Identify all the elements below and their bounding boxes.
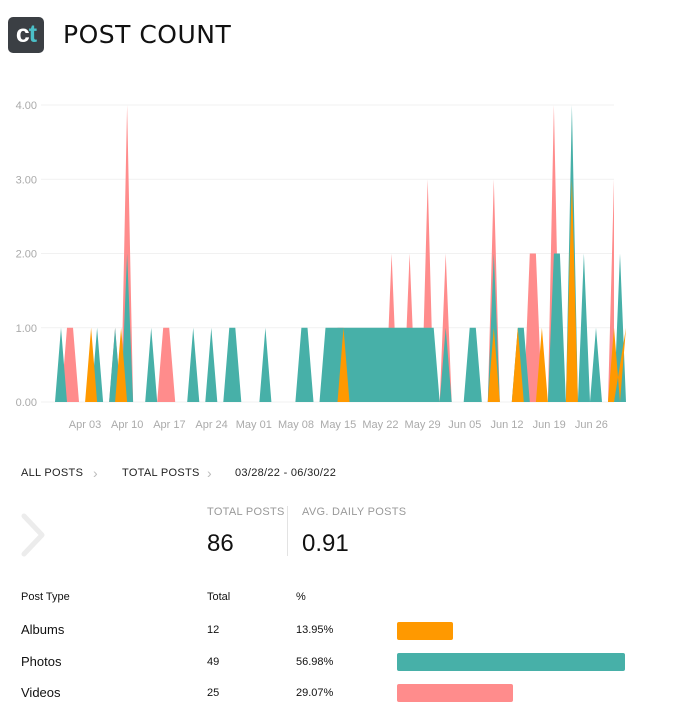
x-tick-label: Jun 05	[448, 419, 481, 431]
kpi-avg-daily-label: AVG. DAILY POSTS	[302, 506, 407, 518]
column-header-percent: %	[296, 591, 306, 603]
y-tick-label: 3.00	[16, 174, 37, 186]
column-header-total: Total	[207, 591, 231, 603]
kpi-avg-daily-value: 0.91	[302, 530, 349, 557]
logo-letter-c: c	[15, 20, 30, 48]
app-logo: ct	[8, 17, 44, 53]
y-tick-label: 0.00	[16, 397, 37, 409]
column-header-post-type: Post Type	[21, 591, 70, 603]
row-total-videos: 25	[207, 687, 220, 699]
y-tick-label: 1.00	[16, 323, 37, 335]
logo-letter-t: t	[28, 20, 37, 48]
kpi-divider	[287, 506, 288, 556]
breadcrumb-total-posts[interactable]: TOTAL POSTS	[122, 467, 200, 479]
x-tick-label: Jun 19	[533, 419, 566, 431]
y-tick-label: 4.00	[16, 100, 37, 112]
page-title: POST COUNT	[63, 20, 232, 49]
y-tick-label: 2.00	[16, 249, 37, 261]
y-axis-ticks: 0.00 1.00 2.00 3.00 4.00	[16, 100, 37, 409]
share-bar-photos	[397, 653, 625, 671]
chart-series-areas	[55, 105, 626, 402]
row-total-photos: 49	[207, 656, 220, 668]
share-bar-videos	[397, 684, 514, 702]
kpi-total-posts-label: TOTAL POSTS	[207, 506, 285, 518]
post-count-area-chart: 0.001.002.003.004.00 Apr 03 Apr 10 Apr 17 A…	[16, 100, 626, 431]
x-tick-label: May 15	[320, 419, 356, 431]
row-percent-videos: 29.07%	[296, 687, 334, 699]
x-tick-label: May 08	[278, 419, 314, 431]
previous-chevron-icon[interactable]	[18, 512, 48, 558]
row-percent-photos: 56.98%	[296, 656, 334, 668]
share-bar-albums	[397, 622, 453, 640]
breadcrumb-chevron-icon: ›	[93, 465, 98, 481]
kpi-total-posts-value: 86	[207, 530, 234, 557]
breadcrumb-chevron-icon: ›	[207, 465, 212, 481]
breadcrumb: ALL POSTS › TOTAL POSTS › 03/28/22 - 06/…	[0, 465, 683, 483]
breadcrumb-date-range[interactable]: 03/28/22 - 06/30/22	[235, 467, 337, 479]
x-tick-label: Jun 26	[575, 419, 608, 431]
x-tick-label: Apr 03	[69, 419, 101, 431]
x-tick-label: Apr 24	[195, 419, 227, 431]
row-total-albums: 12	[207, 624, 220, 636]
x-tick-label: Apr 17	[153, 419, 185, 431]
x-tick-label: Jun 12	[490, 419, 523, 431]
x-tick-label: May 01	[236, 419, 272, 431]
row-percent-albums: 13.95%	[296, 624, 334, 636]
x-tick-label: Apr 10	[111, 419, 143, 431]
series-area-2	[55, 179, 626, 402]
x-tick-label: May 22	[362, 419, 398, 431]
x-tick-label: May 29	[405, 419, 441, 431]
row-label-videos: Videos	[21, 685, 61, 700]
breadcrumb-all-posts[interactable]: ALL POSTS	[21, 467, 84, 479]
x-axis-ticks: Apr 03 Apr 10 Apr 17 Apr 24 May 01 May 08 May …	[69, 419, 608, 431]
row-label-photos: Photos	[21, 654, 62, 669]
row-label-albums: Albums	[21, 622, 65, 637]
